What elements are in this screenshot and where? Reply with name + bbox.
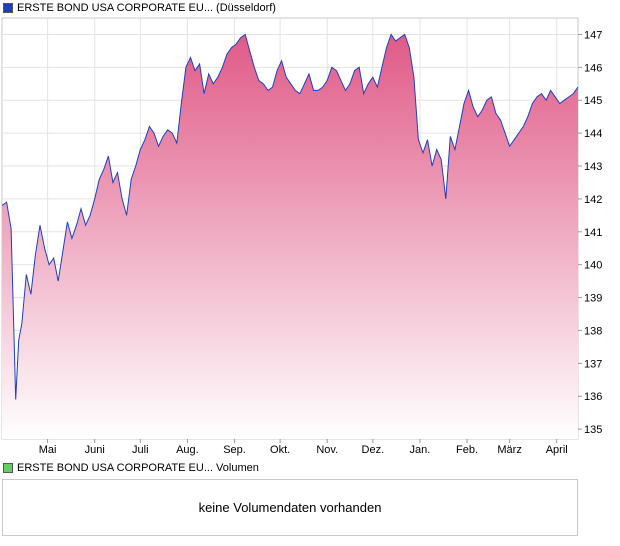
price-legend: ERSTE BOND USA CORPORATE EU... (Düsseldo… — [3, 1, 276, 15]
y-tick-label: 143 — [584, 161, 602, 173]
y-tick-label: 135 — [584, 424, 602, 436]
x-tick-label: April — [546, 444, 568, 456]
y-tick-label: 147 — [584, 29, 602, 41]
y-tick-label: 141 — [584, 227, 602, 239]
x-tick-label: Okt. — [270, 444, 290, 456]
y-tick-label: 146 — [584, 62, 602, 74]
volume-panel: keine Volumendaten vorhanden — [2, 479, 578, 536]
y-tick-label: 142 — [584, 194, 602, 206]
x-tick-label: Feb. — [456, 444, 478, 456]
price-line — [1, 33, 579, 400]
y-tick-label: 139 — [584, 293, 602, 305]
y-axis-ticks: 135 136 137 138 139 140 141 142 143 144 145 146 147 — [578, 29, 602, 436]
price-legend-label: ERSTE BOND USA CORPORATE EU... (Düsseldo… — [17, 2, 276, 14]
price-area — [1, 33, 579, 440]
y-tick-label: 138 — [584, 325, 602, 337]
x-tick-label: Mai — [39, 444, 57, 456]
x-tick-label: Nov. — [316, 444, 338, 456]
price-legend-swatch — [3, 3, 13, 13]
price-chart: 135136137138139140141142143144145146147 … — [1, 17, 602, 456]
price-area-fill — [2, 34, 578, 440]
x-tick-label: Dez. — [362, 444, 385, 456]
volume-legend-label: ERSTE BOND USA CORPORATE EU... Volumen — [17, 462, 259, 474]
x-tick-label: Jan. — [410, 444, 431, 456]
volume-legend: ERSTE BOND USA CORPORATE EU... Volumen — [3, 461, 259, 475]
y-tick-label: 145 — [584, 95, 602, 107]
x-tick-label: Aug. — [176, 444, 199, 456]
x-tick-label: Juli — [132, 444, 149, 456]
x-tick-label: Juni — [85, 444, 105, 456]
x-tick-label: Sep. — [223, 444, 246, 456]
y-tick-label: 137 — [584, 358, 602, 370]
y-tick-label: 136 — [584, 391, 602, 403]
no-volume-message: keine Volumendaten vorhanden — [198, 500, 382, 515]
x-axis-ticks: Mai Juni Juli Aug. Sep. Okt. Nov. Dez. Jan. Feb. M… — [39, 439, 568, 456]
y-tick-label: 144 — [584, 128, 602, 140]
x-tick-label: März — [497, 444, 521, 456]
y-tick-label: 140 — [584, 260, 602, 272]
volume-legend-swatch — [3, 463, 13, 473]
